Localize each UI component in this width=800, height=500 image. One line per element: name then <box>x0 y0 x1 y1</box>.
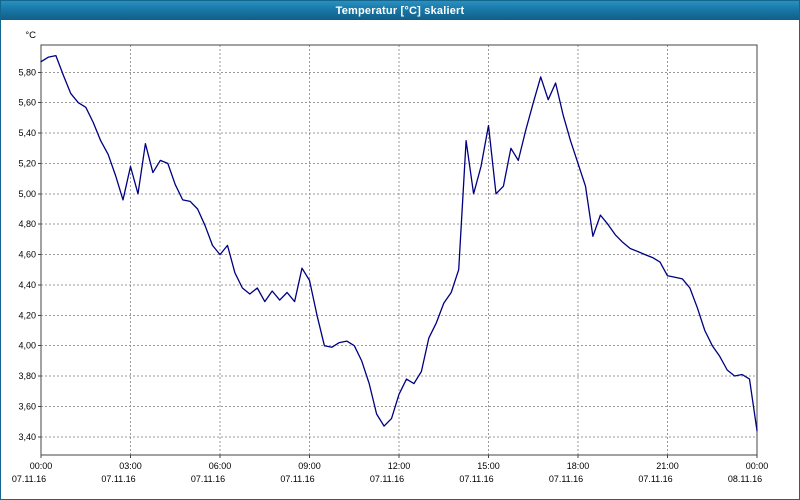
svg-text:08.11.16: 08.11.16 <box>728 474 762 484</box>
temperature-line-chart: 3,40 3,60 3,80 4,00 4,20 4,40 4,60 4,80 5,00 5,20… <box>1 20 799 499</box>
svg-text:5,00: 5,00 <box>18 189 36 199</box>
svg-text:12:00: 12:00 <box>388 461 411 471</box>
svg-text:07.11.16: 07.11.16 <box>638 474 672 484</box>
svg-text:4,00: 4,00 <box>18 341 36 351</box>
y-axis-unit-label: °C <box>25 30 36 41</box>
svg-text:18:00: 18:00 <box>567 461 590 471</box>
svg-text:06:00: 06:00 <box>209 461 232 471</box>
chart-area: 3,40 3,60 3,80 4,00 4,20 4,40 4,60 4,80 5,00 5,20… <box>1 20 799 499</box>
svg-text:07.11.16: 07.11.16 <box>280 474 314 484</box>
axis-ticks <box>38 71 758 458</box>
svg-text:07.11.16: 07.11.16 <box>12 474 46 484</box>
window-title: Temperatur [°C] skaliert <box>335 4 465 17</box>
svg-text:3,80: 3,80 <box>18 371 36 381</box>
svg-text:07.11.16: 07.11.16 <box>101 474 135 484</box>
svg-text:4,80: 4,80 <box>18 219 36 229</box>
gridlines <box>41 45 758 455</box>
chart-background <box>1 20 799 499</box>
svg-text:00:00: 00:00 <box>746 461 769 471</box>
svg-text:4,40: 4,40 <box>18 280 36 290</box>
svg-text:5,60: 5,60 <box>18 98 36 108</box>
svg-text:07.11.16: 07.11.16 <box>370 474 404 484</box>
svg-text:3,60: 3,60 <box>18 401 36 411</box>
svg-text:15:00: 15:00 <box>477 461 500 471</box>
svg-text:4,20: 4,20 <box>18 310 36 320</box>
svg-text:5,80: 5,80 <box>18 67 36 77</box>
svg-text:00:00: 00:00 <box>30 461 53 471</box>
svg-text:03:00: 03:00 <box>119 461 142 471</box>
temperature-series-line <box>40 54 758 432</box>
x-tick-labels: 00:00 07.11.16 03:00 07.11.16 06:00 07.11.16 0… <box>12 461 768 484</box>
svg-text:5,20: 5,20 <box>18 158 36 168</box>
svg-text:07.11.16: 07.11.16 <box>459 474 493 484</box>
svg-text:5,40: 5,40 <box>18 128 36 138</box>
y-tick-labels: 3,40 3,60 3,80 4,00 4,20 4,40 4,60 4,80 5,00 5,20… <box>18 67 36 441</box>
svg-text:07.11.16: 07.11.16 <box>191 474 225 484</box>
svg-text:4,60: 4,60 <box>18 250 36 260</box>
window-titlebar[interactable]: Temperatur [°C] skaliert <box>1 1 799 20</box>
svg-text:09:00: 09:00 <box>298 461 321 471</box>
svg-text:07.11.16: 07.11.16 <box>549 474 583 484</box>
svg-text:21:00: 21:00 <box>656 461 679 471</box>
svg-text:3,40: 3,40 <box>18 432 36 442</box>
